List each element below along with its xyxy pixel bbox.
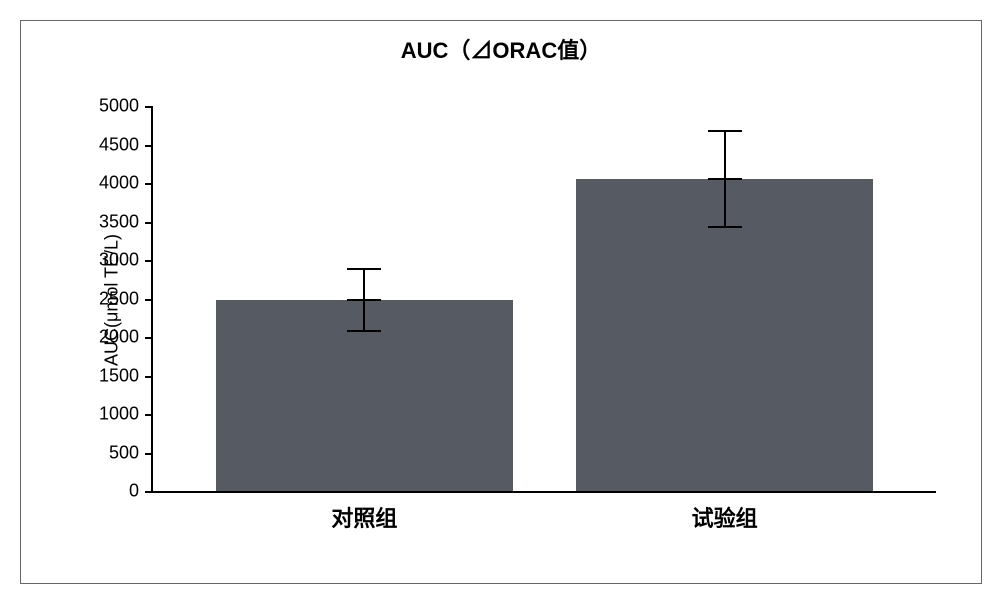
x-category-label: 试验组 [692, 491, 758, 533]
y-tick-label: 3000 [99, 250, 153, 271]
error-cap-top [708, 130, 742, 132]
y-tick-label: 2500 [99, 288, 153, 309]
y-tick-label: 4500 [99, 134, 153, 155]
error-cap-top [347, 268, 381, 270]
plot-area-wrap: AUC(μmol TE/L) 0500100015002000250030003… [151, 106, 936, 493]
y-tick-label: 5000 [99, 96, 153, 117]
plot-area: 0500100015002000250030003500400045005000… [151, 106, 936, 493]
y-tick-label: 500 [109, 442, 153, 463]
chart-title: AUC（⊿ORAC值） [21, 21, 981, 65]
chart-container: AUC（⊿ORAC值） AUC(μmol TE/L) 0500100015002… [20, 20, 982, 584]
error-cap-bottom [347, 330, 381, 332]
y-tick-label: 0 [129, 481, 153, 502]
x-category-label: 对照组 [331, 491, 397, 533]
error-cap-mid [347, 299, 381, 301]
error-cap-mid [708, 178, 742, 180]
y-tick-label: 1500 [99, 365, 153, 386]
y-tick-label: 3500 [99, 211, 153, 232]
y-tick-label: 1000 [99, 404, 153, 425]
error-cap-bottom [708, 226, 742, 228]
y-tick-label: 2000 [99, 327, 153, 348]
y-tick-label: 4000 [99, 173, 153, 194]
